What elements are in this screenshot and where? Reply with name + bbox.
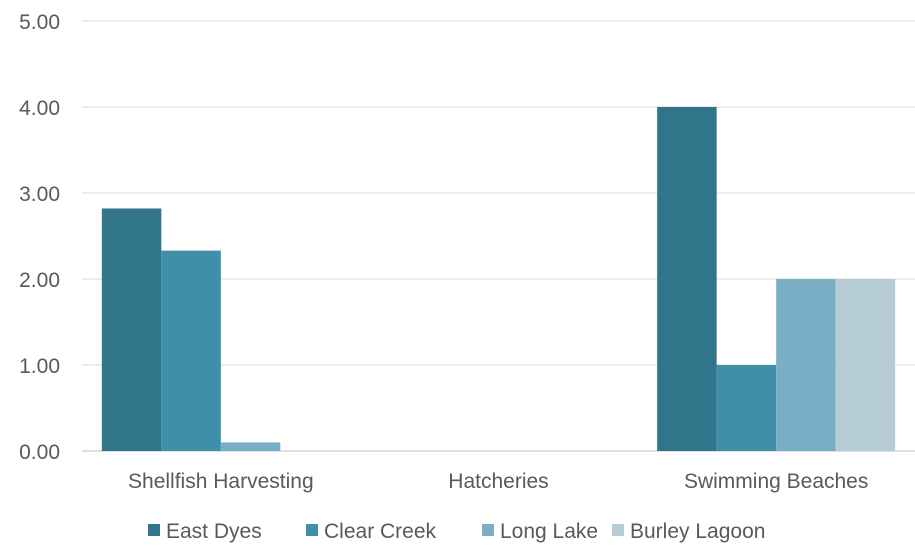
y-tick-label: 2.00 [19,269,60,292]
x-tick-label: Hatcheries [448,470,548,493]
y-tick-label: 5.00 [19,11,60,34]
legend-swatch [306,524,318,536]
bar-east-dyes-2 [657,107,717,451]
y-tick-label: 0.00 [19,441,60,464]
bar-east-dyes-0 [101,208,162,451]
x-tick-label: Shellfish Harvesting [128,470,314,493]
legend-swatch [482,524,494,536]
y-tick-label: 3.00 [19,183,60,206]
legend-swatch [148,524,160,536]
legend-label: Long Lake [500,520,598,543]
x-axis-tick-labels: Shellfish Harvesting Hatcheries Swimming B… [128,470,868,493]
y-tick-label: 4.00 [19,97,60,120]
bar-long-lake-2 [776,279,836,451]
y-tick-label: 1.00 [19,355,60,378]
bars [101,107,896,451]
bar-burley-lagoon-2 [835,279,896,451]
x-tick-label: Swimming Beaches [684,470,868,493]
y-axis-tick-labels: 0.00 1.00 2.00 3.00 4.00 5.00 [19,11,60,464]
bar-long-lake-0 [220,442,281,451]
legend-label: Burley Lagoon [630,520,765,543]
bar-clear-creek-2 [716,365,777,451]
legend: East Dyes Clear Creek Long Lake Burley Lago… [148,520,765,543]
legend-swatch [612,524,624,536]
legend-label: Clear Creek [324,520,437,543]
bar-clear-creek-0 [161,250,221,451]
legend-label: East Dyes [166,520,262,543]
